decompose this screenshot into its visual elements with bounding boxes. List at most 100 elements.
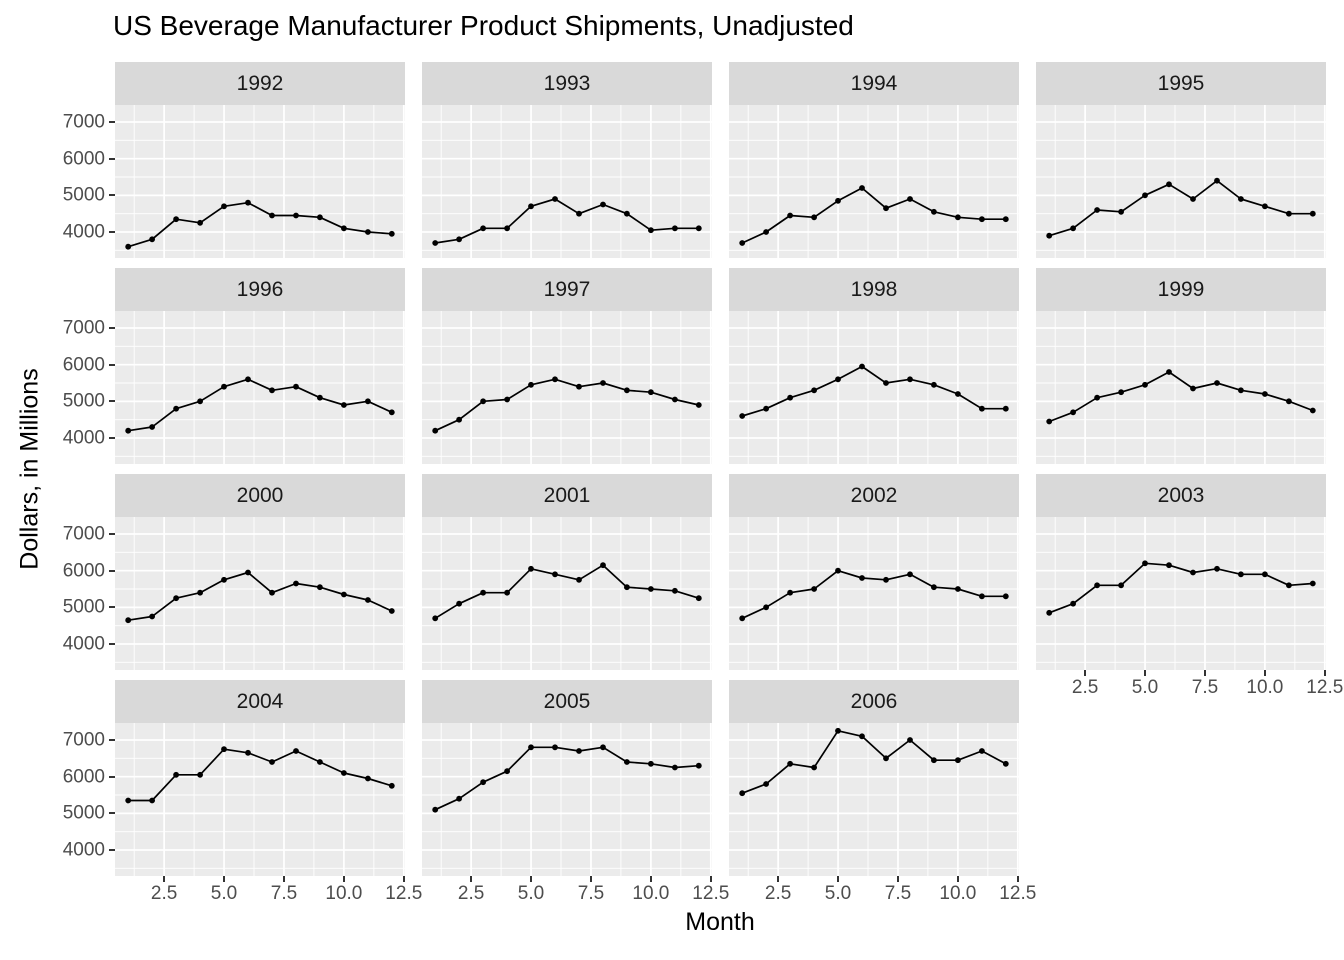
data-point — [811, 586, 817, 592]
x-tick-label: 5.0 — [1131, 677, 1159, 698]
data-point — [600, 562, 606, 569]
plot-svg — [115, 311, 405, 464]
x-axis: 2.5 5.0 7.5 10.0 12.5 — [115, 876, 422, 908]
data-point — [341, 402, 347, 408]
data-point — [1002, 593, 1009, 600]
data-point — [1070, 225, 1076, 232]
data-point — [1118, 582, 1124, 589]
facet-1996: 1996 4000 5000 6000 7000 — [63, 268, 405, 464]
x-axis: 2.5 5.0 7.5 10.0 12.5 — [422, 876, 729, 908]
data-point — [835, 197, 841, 204]
data-point — [955, 586, 961, 592]
data-point — [552, 376, 558, 383]
x-tick-mark — [530, 876, 532, 882]
facet-1994: 1994 — [729, 62, 1019, 258]
data-point — [365, 398, 371, 405]
data-point — [739, 240, 746, 246]
data-point — [1118, 389, 1124, 396]
y-tick-mark — [109, 849, 115, 851]
data-point — [979, 748, 985, 754]
facet-2001: 2001 — [422, 474, 712, 670]
y-tick-label: 5000 — [62, 184, 105, 206]
data-point — [1142, 381, 1148, 388]
y-tick-label: 6000 — [62, 560, 105, 582]
facet-strip: 2005 — [422, 680, 712, 723]
facet-2002: 2002 — [729, 474, 1019, 670]
y-tick-label: 4000 — [62, 633, 105, 655]
data-point — [1214, 380, 1220, 386]
data-point — [787, 589, 793, 596]
data-point — [504, 396, 510, 403]
y-tick-label: 4000 — [62, 839, 105, 861]
data-line — [127, 571, 393, 622]
data-point — [648, 586, 654, 592]
data-point — [907, 196, 913, 202]
data-point — [269, 759, 275, 765]
data-line — [741, 569, 1007, 620]
data-point — [365, 597, 371, 603]
data-point — [931, 584, 937, 591]
data-point — [835, 727, 841, 734]
gridlines-major — [115, 723, 405, 876]
data-point — [907, 571, 913, 578]
facet-strip-label: 1992 — [236, 71, 284, 95]
y-tick-mark — [109, 569, 115, 572]
facet-strip: 2000 — [115, 474, 405, 517]
x-tick-mark — [590, 876, 592, 882]
data-point — [480, 589, 486, 596]
gridlines-minor — [422, 105, 712, 258]
data-point — [341, 770, 347, 776]
facet-panel — [729, 311, 1019, 464]
data-points — [432, 196, 702, 246]
data-point — [883, 576, 889, 583]
facet-2003: 2003 2.5 5.0 7.5 10.0 12.5 — [1036, 474, 1343, 697]
facet-1999: 1999 — [1036, 268, 1326, 464]
x-axis: 2.5 5.0 7.5 10.0 12.5 — [729, 876, 1036, 908]
facet-2004: 2004 4000 5000 6000 7000 2.5 5.0 7.5 10.0 12.5 — [63, 680, 422, 903]
data-line — [127, 378, 393, 432]
y-tick-mark — [109, 400, 115, 403]
data-point — [388, 230, 395, 237]
x-axis: 2.5 5.0 7.5 10.0 12.5 — [1036, 670, 1343, 702]
facet-strip: 2001 — [422, 474, 712, 517]
facet-strip: 1998 — [729, 268, 1019, 311]
facet-panel: 4000 5000 6000 7000 — [63, 311, 405, 464]
data-points — [125, 199, 395, 250]
x-tick-label: 7.5 — [1191, 677, 1219, 698]
plot-svg — [729, 723, 1019, 876]
data-point — [528, 381, 534, 388]
data-points — [1046, 369, 1316, 425]
x-tick-mark — [777, 876, 780, 882]
data-point — [480, 779, 486, 786]
data-point — [456, 795, 462, 802]
y-tick-label: 7000 — [62, 111, 105, 133]
y-tick-mark — [109, 606, 115, 609]
data-points — [1046, 177, 1316, 239]
gridlines-minor — [422, 723, 712, 876]
data-points — [739, 727, 1009, 797]
data-point — [955, 757, 961, 764]
data-point — [504, 768, 510, 775]
data-point — [552, 744, 558, 751]
x-axis-title: Month — [685, 908, 755, 936]
data-point — [1190, 196, 1196, 202]
data-point — [293, 748, 299, 754]
data-point — [341, 225, 347, 232]
data-point — [1094, 582, 1100, 589]
facet-strip: 1992 — [115, 62, 405, 105]
data-point — [1214, 177, 1220, 184]
y-tick-label: 4000 — [62, 221, 105, 243]
x-tick-mark — [1323, 670, 1326, 676]
data-point — [293, 212, 299, 219]
data-point — [1046, 418, 1053, 425]
y-tick-mark — [109, 231, 115, 233]
gridlines-major — [729, 105, 1019, 258]
facet-strip: 2006 — [729, 680, 1019, 723]
data-points — [125, 746, 395, 804]
data-point — [787, 760, 793, 767]
y-tick-label: 7000 — [62, 729, 105, 751]
data-point — [197, 771, 203, 778]
gridlines-major — [1036, 105, 1326, 258]
x-tick-label: 7.5 — [577, 883, 605, 904]
gridlines-minor — [1036, 517, 1326, 670]
